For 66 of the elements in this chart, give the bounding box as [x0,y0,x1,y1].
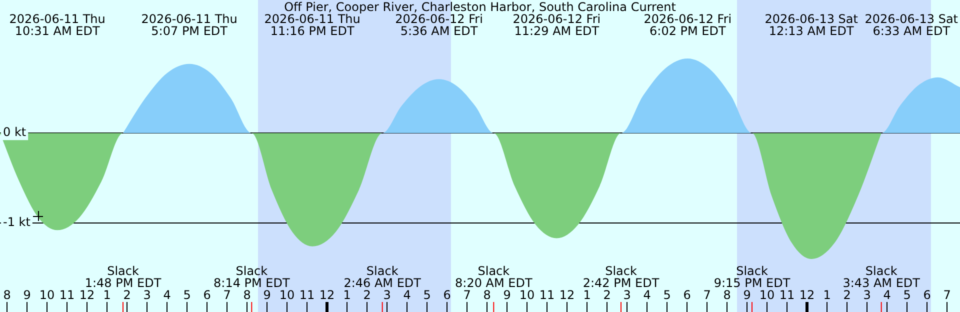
x-tick-label: 3 [383,288,391,302]
x-tick-label: 9 [263,288,271,302]
x-tick-label: 11 [779,288,795,302]
x-tick-label: 11 [299,288,315,302]
annotation: 2026-06-11 Thu 5:07 PM EDT [141,12,238,38]
x-tick-label: 10 [279,288,295,302]
x-tick-label: 7 [703,288,711,302]
x-tick-label: 4 [883,288,891,302]
annotation: Slack 9:15 PM EDT [714,264,791,290]
annotation: Slack 2:42 PM EDT [582,264,660,290]
annotation: Slack 8:14 PM EDT [214,264,290,290]
x-tick-label: 2 [843,288,851,302]
x-tick-label: 5 [423,288,431,302]
x-tick-label: 12 [319,288,335,302]
annotation: 2026-06-11 Thu 10:31 AM EDT [9,12,106,38]
x-tick-label: 9 [23,288,31,302]
x-tick-label: 4 [403,288,411,302]
x-tick-label: 11 [539,288,555,302]
x-tick-label: 10 [519,288,535,302]
x-tick-label: 6 [203,288,211,302]
annotation: 2026-06-12 Fri 6:02 PM EDT [644,12,732,38]
annotation: Slack 3:43 AM EDT [842,264,921,290]
x-tick-label: 7 [463,288,471,302]
annotation: 2026-06-13 Sat 6:33 AM EDT [864,12,958,38]
x-tick-label: 3 [143,288,151,302]
x-tick-label: 3 [863,288,871,302]
x-tick-label: 7 [943,288,951,302]
x-tick-label: 6 [923,288,931,302]
x-tick-label: 2 [363,288,371,302]
x-tick-label: 1 [583,288,591,302]
x-tick-label: 11 [59,288,75,302]
x-tick-label: 8 [243,288,251,302]
x-tick-label: 6 [443,288,451,302]
annotation: Slack 2:46 AM EDT [344,264,422,290]
x-tick-label: 9 [743,288,751,302]
x-tick-label: 1 [343,288,351,302]
x-tick-label: 4 [643,288,651,302]
x-tick-label: 9 [503,288,511,302]
y-tick-label: -1 kt [3,215,31,230]
x-tick-label: 12 [559,288,575,302]
x-tick-label: 2 [603,288,611,302]
annotation: Slack 8:20 AM EDT [455,264,533,290]
x-tick-label: 7 [223,288,231,302]
x-tick-label: 5 [663,288,671,302]
x-tick-label: 8 [723,288,731,302]
x-tick-label: 8 [3,288,11,302]
x-tick-label: 3 [623,288,631,302]
annotation: 2026-06-12 Fri 11:29 AM EDT [512,12,601,38]
x-tick-label: 10 [759,288,775,302]
x-tick-label: 6 [683,288,691,302]
y-tick-label: 0 kt [3,125,26,140]
chart-title: Off Pier, Cooper River, Charleston Harbor, South Carolina Current [284,0,676,14]
x-tick-label: 8 [483,288,491,302]
annotation: 2026-06-11 Thu 11:16 PM EDT [264,12,360,38]
x-tick-label: 1 [823,288,831,302]
x-tick-label: 2 [123,288,131,302]
x-tick-label: 12 [79,288,95,302]
x-tick-label: 12 [799,288,815,302]
x-tick-label: 5 [183,288,191,302]
annotation: 2026-06-13 Sat 12:13 AM EDT [764,12,858,38]
x-tick-label: 4 [163,288,171,302]
x-tick-label: 10 [39,288,55,302]
x-tick-label: 5 [903,288,911,302]
annotation: Slack 1:48 PM EDT [84,264,162,290]
annotation: 2026-06-12 Fri 5:36 AM EDT [395,12,483,38]
x-tick-label: 1 [103,288,111,302]
